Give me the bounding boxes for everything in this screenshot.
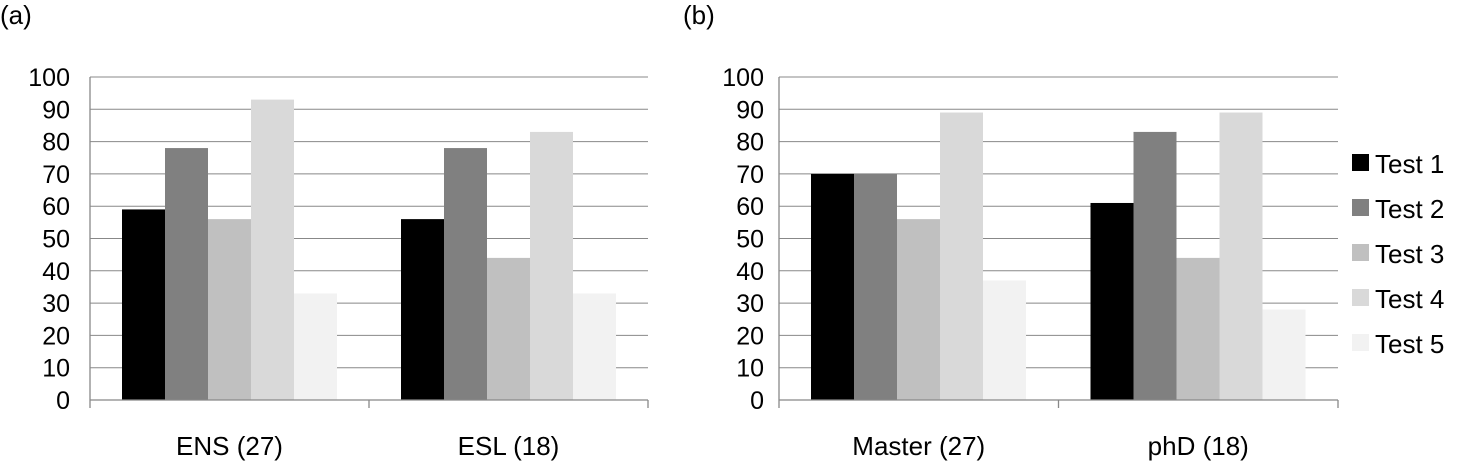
x-category-label: ENS (27) (176, 431, 283, 461)
x-category-label: phD (18) (1148, 431, 1249, 461)
y-tick-label: 40 (736, 258, 764, 286)
legend-swatch (1352, 334, 1369, 351)
bar-test-4 (251, 99, 294, 401)
x-category-label: ESL (18) (458, 431, 560, 461)
bar-test-4 (1219, 112, 1263, 400)
bar-test-5 (983, 280, 1026, 400)
panel-label: (b) (683, 0, 715, 30)
y-tick-label: 70 (736, 161, 764, 189)
y-tick-label: 10 (736, 355, 764, 383)
legend-label: Test 5 (1375, 329, 1444, 359)
legend-swatch (1352, 289, 1369, 306)
y-tick-label: 0 (750, 387, 764, 415)
bar-test-1 (122, 209, 165, 400)
y-tick-label: 50 (42, 226, 70, 254)
bar-test-1 (401, 219, 444, 400)
legend-label: Test 4 (1375, 284, 1444, 314)
y-tick-label: 50 (736, 226, 764, 254)
bar-test-3 (1176, 257, 1220, 400)
bar-test-2 (444, 148, 487, 400)
y-tick-label: 20 (736, 322, 764, 350)
bar-test-3 (487, 257, 530, 400)
bar-test-5 (1262, 309, 1306, 400)
y-tick-label: 30 (736, 290, 764, 318)
y-tick-label: 60 (42, 193, 70, 221)
panel-label: (a) (0, 0, 32, 30)
legend-label: Test 1 (1375, 149, 1444, 179)
y-tick-label: 90 (736, 96, 764, 124)
chart-panel-1: (a) 0 10 20 30 40 50 60 70 80 90 100 ENS (27) ESL (18… (0, 0, 649, 461)
chart-panel-2: (b) 0 10 20 30 40 50 60 70 80 90 100 Master (27) phD … (683, 0, 1444, 461)
x-category-label: Master (27) (852, 431, 985, 461)
bar-test-5 (573, 293, 616, 400)
bar-test-1 (811, 173, 854, 400)
y-tick-label: 30 (42, 290, 70, 318)
legend-swatch (1352, 154, 1369, 171)
legend-swatch (1352, 199, 1369, 216)
y-tick-label: 0 (56, 387, 70, 415)
legend-label: Test 3 (1375, 239, 1444, 269)
y-tick-label: 80 (736, 129, 764, 157)
y-tick-label: 100 (28, 64, 70, 92)
y-tick-label: 100 (722, 64, 764, 92)
bar-test-5 (294, 293, 337, 400)
bar-test-2 (1133, 131, 1177, 400)
y-tick-label: 60 (736, 193, 764, 221)
bar-test-2 (854, 173, 897, 400)
legend-swatch (1352, 244, 1369, 261)
legend: Test 1 Test 2 Test 3 Test 4 Test 5 (1352, 149, 1444, 359)
y-tick-label: 90 (42, 96, 70, 124)
bar-test-4 (940, 112, 983, 400)
y-tick-label: 20 (42, 322, 70, 350)
bar-test-3 (897, 219, 940, 400)
bar-test-2 (165, 148, 208, 400)
y-tick-label: 70 (42, 161, 70, 189)
legend-label: Test 2 (1375, 194, 1444, 224)
y-tick-label: 10 (42, 355, 70, 383)
y-tick-label: 80 (42, 129, 70, 157)
y-tick-label: 40 (42, 258, 70, 286)
bar-test-3 (208, 219, 251, 400)
bar-test-1 (1090, 202, 1134, 400)
bar-test-4 (530, 131, 573, 400)
